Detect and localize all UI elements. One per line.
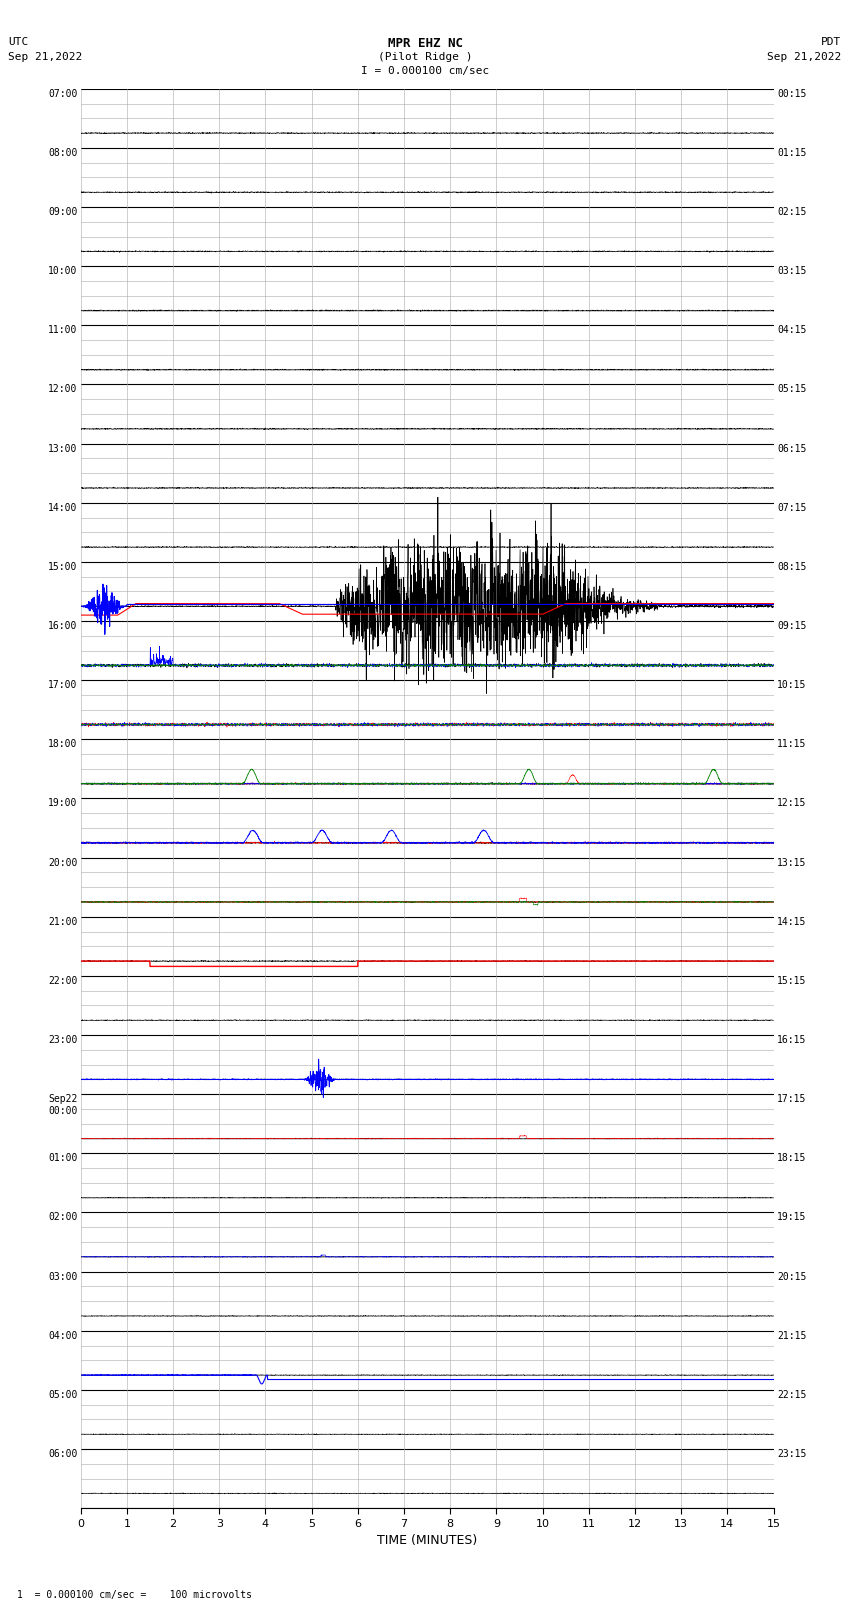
Text: 12:15: 12:15: [777, 798, 807, 808]
Text: 18:15: 18:15: [777, 1153, 807, 1163]
Text: MPR EHZ NC: MPR EHZ NC: [388, 37, 462, 50]
Text: 05:15: 05:15: [777, 384, 807, 395]
Text: 18:00: 18:00: [48, 739, 77, 750]
Text: 05:00: 05:00: [48, 1390, 77, 1400]
Text: 14:15: 14:15: [777, 916, 807, 927]
Text: 21:15: 21:15: [777, 1331, 807, 1340]
Text: 13:15: 13:15: [777, 858, 807, 868]
Text: Sep 21,2022: Sep 21,2022: [768, 52, 842, 61]
Text: 04:15: 04:15: [777, 326, 807, 336]
Text: 11:15: 11:15: [777, 739, 807, 750]
Text: 15:00: 15:00: [48, 561, 77, 573]
Text: 06:15: 06:15: [777, 444, 807, 453]
Text: 07:00: 07:00: [48, 89, 77, 98]
Text: 23:15: 23:15: [777, 1448, 807, 1460]
Text: 02:00: 02:00: [48, 1213, 77, 1223]
Text: 00:15: 00:15: [777, 89, 807, 98]
Text: 09:00: 09:00: [48, 206, 77, 218]
Text: 12:00: 12:00: [48, 384, 77, 395]
Text: 20:15: 20:15: [777, 1271, 807, 1282]
Text: UTC: UTC: [8, 37, 29, 47]
Text: 11:00: 11:00: [48, 326, 77, 336]
Text: PDT: PDT: [821, 37, 842, 47]
Text: 20:00: 20:00: [48, 858, 77, 868]
Text: 22:00: 22:00: [48, 976, 77, 986]
Text: 06:00: 06:00: [48, 1448, 77, 1460]
Text: 04:00: 04:00: [48, 1331, 77, 1340]
Text: (Pilot Ridge ): (Pilot Ridge ): [377, 52, 473, 61]
Text: 17:00: 17:00: [48, 681, 77, 690]
Text: 1  = 0.000100 cm/sec =    100 microvolts: 1 = 0.000100 cm/sec = 100 microvolts: [17, 1590, 252, 1600]
Text: 08:15: 08:15: [777, 561, 807, 573]
Text: 03:00: 03:00: [48, 1271, 77, 1282]
Text: 02:15: 02:15: [777, 206, 807, 218]
Text: 16:00: 16:00: [48, 621, 77, 631]
Text: 14:00: 14:00: [48, 503, 77, 513]
Text: Sep 21,2022: Sep 21,2022: [8, 52, 82, 61]
Text: 23:00: 23:00: [48, 1036, 77, 1045]
Text: Sep22
00:00: Sep22 00:00: [48, 1094, 77, 1116]
Text: 15:15: 15:15: [777, 976, 807, 986]
Text: 08:00: 08:00: [48, 148, 77, 158]
Text: 16:15: 16:15: [777, 1036, 807, 1045]
Text: 10:00: 10:00: [48, 266, 77, 276]
Text: 01:15: 01:15: [777, 148, 807, 158]
Text: 01:00: 01:00: [48, 1153, 77, 1163]
Text: 03:15: 03:15: [777, 266, 807, 276]
Text: 10:15: 10:15: [777, 681, 807, 690]
Text: 19:15: 19:15: [777, 1213, 807, 1223]
Text: 22:15: 22:15: [777, 1390, 807, 1400]
Text: 07:15: 07:15: [777, 503, 807, 513]
Text: 13:00: 13:00: [48, 444, 77, 453]
Text: 17:15: 17:15: [777, 1094, 807, 1105]
X-axis label: TIME (MINUTES): TIME (MINUTES): [377, 1534, 477, 1547]
Text: 19:00: 19:00: [48, 798, 77, 808]
Text: 21:00: 21:00: [48, 916, 77, 927]
Text: 09:15: 09:15: [777, 621, 807, 631]
Text: I = 0.000100 cm/sec: I = 0.000100 cm/sec: [361, 66, 489, 76]
